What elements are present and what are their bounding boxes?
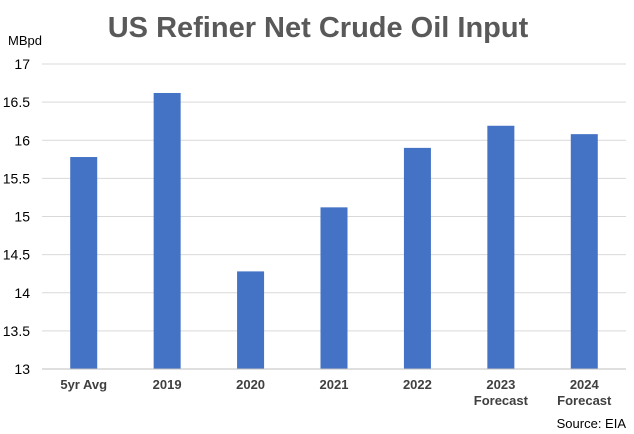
x-tick-label: 2019 xyxy=(153,377,182,392)
bar xyxy=(487,125,515,369)
x-tick-label: Forecast xyxy=(557,393,612,408)
x-axis-ticks: 5yr Avg 2019 2020 2021 2022 2023Forecast2024F… xyxy=(60,377,612,408)
y-tick-label: 13.5 xyxy=(3,323,30,339)
x-tick-label: 2023 xyxy=(486,377,515,392)
y-tick-label: 15.5 xyxy=(3,170,30,186)
bars xyxy=(70,92,598,369)
bar xyxy=(153,92,181,369)
chart-title: US Refiner Net Crude Oil Input xyxy=(108,12,529,44)
y-tick-label: 17 xyxy=(14,56,30,72)
x-tick-label: 2021 xyxy=(320,377,349,392)
bar xyxy=(70,157,98,369)
y-axis-label: MBpd xyxy=(8,33,42,48)
x-tick-label: Forecast xyxy=(474,393,529,408)
x-tick-label: 5yr Avg xyxy=(60,377,107,392)
y-axis-ticks: 13 13.5 14 14.5 15 15.5 16 16.5 17 xyxy=(3,56,30,377)
x-tick-label: 2024 xyxy=(570,377,600,392)
y-tick-label: 15 xyxy=(14,209,30,225)
x-tick-label: 2022 xyxy=(403,377,432,392)
bar xyxy=(570,134,598,369)
y-tick-label: 16.5 xyxy=(3,94,30,110)
bar xyxy=(320,207,348,369)
source-note: Source: EIA xyxy=(557,416,627,431)
x-tick-label: 2020 xyxy=(236,377,265,392)
bar xyxy=(237,271,265,369)
y-tick-label: 16 xyxy=(14,132,30,148)
bar xyxy=(403,147,431,369)
y-tick-label: 14.5 xyxy=(3,247,30,263)
y-tick-label: 14 xyxy=(14,285,30,301)
y-tick-label: 13 xyxy=(14,361,30,377)
